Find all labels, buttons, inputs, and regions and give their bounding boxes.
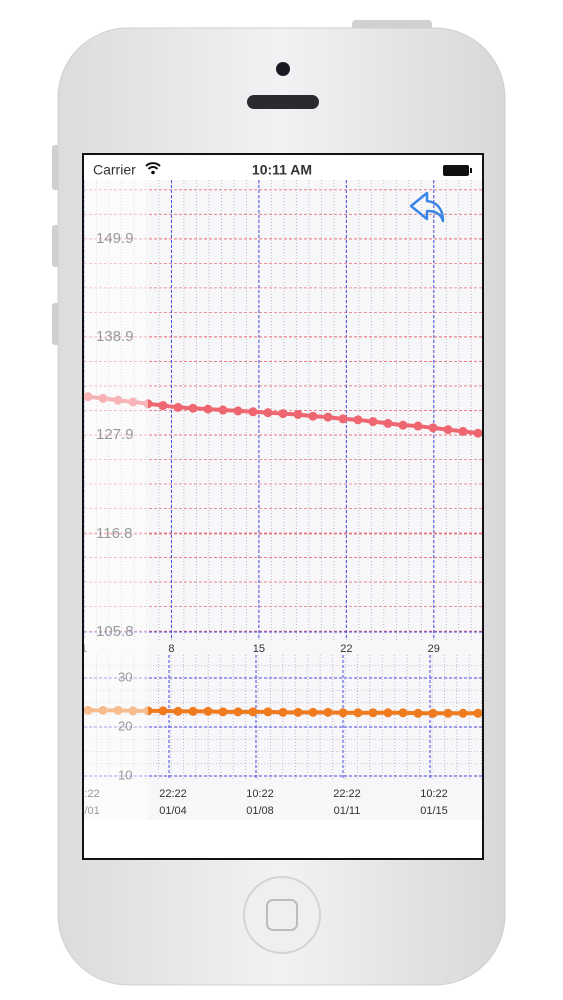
- data-point: [368, 708, 378, 718]
- data-point: [443, 708, 453, 718]
- data-point: [248, 707, 258, 717]
- x-tick-label: 22:22: [333, 788, 361, 800]
- camera: [276, 62, 290, 76]
- speaker: [247, 95, 319, 109]
- data-point: [443, 425, 453, 435]
- data-point: [158, 401, 168, 411]
- data-point: [278, 707, 288, 717]
- back-button[interactable]: [409, 191, 445, 223]
- data-point: [458, 426, 468, 436]
- data-point: [413, 421, 423, 431]
- data-point: [203, 404, 213, 414]
- carrier: Carrier: [93, 162, 136, 178]
- data-point: [158, 706, 168, 716]
- data-point: [218, 405, 228, 415]
- battery: [443, 165, 469, 176]
- data-point: [398, 420, 408, 430]
- data-point: [368, 417, 378, 427]
- x-tick-label: 10:22: [246, 788, 274, 800]
- fade: [84, 180, 148, 820]
- data-point: [473, 428, 482, 438]
- data-point: [353, 708, 363, 718]
- data-point: [338, 708, 348, 718]
- data-point: [293, 707, 303, 717]
- x-tick-label: 29: [428, 643, 440, 655]
- wifi-dot: [151, 170, 155, 175]
- home-icon: [266, 899, 298, 931]
- data-point: [188, 706, 198, 716]
- data-point: [353, 415, 363, 425]
- x-tick-label: 01/11: [334, 805, 361, 817]
- data-point: [383, 708, 393, 718]
- data-point: [263, 408, 273, 418]
- x-tick-label: 8: [168, 643, 174, 655]
- data-point: [173, 402, 183, 412]
- data-point: [308, 411, 318, 421]
- data-point: [338, 414, 348, 424]
- x-tick-label: 22: [340, 643, 352, 655]
- x-tick-label: 01/15: [420, 805, 448, 817]
- x-tick-label: 01/04: [159, 805, 187, 817]
- data-point: [398, 708, 408, 718]
- data-point: [263, 707, 273, 717]
- data-point: [458, 708, 468, 718]
- data-point: [173, 706, 183, 716]
- battery-tip: [470, 168, 472, 173]
- x-tick-label: 01/08: [246, 805, 274, 817]
- data-point: [413, 708, 423, 718]
- data-point: [233, 707, 243, 717]
- overlay: Carrier 10:11 AM: [84, 162, 472, 820]
- x-tick-label: 22:22: [159, 788, 187, 800]
- data-point: [473, 708, 482, 718]
- data-point: [233, 406, 243, 416]
- data-point: [323, 412, 333, 422]
- data-point: [293, 409, 303, 419]
- home-button[interactable]: [243, 876, 321, 954]
- data-point: [248, 407, 258, 417]
- clock: 10:11 AM: [252, 162, 312, 178]
- x-tick-label: 10:22: [420, 788, 448, 800]
- data-point: [218, 707, 228, 717]
- data-point: [278, 409, 288, 419]
- data-point: [383, 418, 393, 428]
- wifi-icon: [145, 162, 161, 170]
- data-point: [308, 707, 318, 717]
- x-tick-label: 15: [253, 643, 265, 655]
- data-point: [428, 708, 438, 718]
- data-point: [323, 707, 333, 717]
- data-point: [188, 403, 198, 413]
- data-point: [428, 423, 438, 433]
- data-point: [203, 706, 213, 716]
